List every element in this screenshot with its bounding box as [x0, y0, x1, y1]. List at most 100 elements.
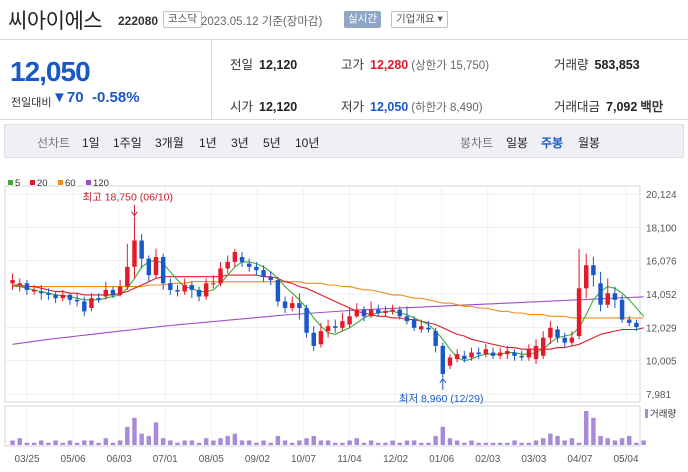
volume-bar: [411, 440, 417, 445]
candle-body: [82, 301, 87, 312]
prev-close-label: 전일: [230, 58, 254, 72]
candle-body: [512, 352, 517, 356]
candle-body: [340, 321, 345, 328]
volume-bar: [74, 442, 80, 445]
volume-legend-label: 거래량: [650, 408, 676, 420]
candle-body: [440, 345, 446, 374]
candle-body: [125, 266, 130, 287]
candle-body: [562, 337, 567, 343]
candle-body: [60, 294, 66, 299]
volume-bar: [146, 435, 152, 445]
candle-body: [261, 270, 266, 277]
tab-3y[interactable]: 3년: [231, 136, 249, 150]
open-price: 시가 12,120: [230, 96, 297, 115]
volume-bar: [512, 440, 517, 445]
volume-bar: [31, 442, 37, 445]
tab-5y[interactable]: 5년: [263, 136, 281, 150]
tab-weekly[interactable]: 주봉: [541, 136, 564, 150]
candle-body: [304, 308, 309, 333]
price-change-pct: -0.58%: [92, 89, 140, 106]
volume-bar: [555, 435, 560, 445]
realtime-button[interactable]: 실시간: [344, 11, 381, 28]
volume-bar: [548, 433, 553, 445]
x-tick-label: 11/04: [337, 454, 362, 465]
candle-body: [333, 326, 338, 328]
candle-body: [31, 289, 37, 292]
chart-period-tabs: 선차트 1일 1주일 3개월 1년 3년 5년 10년 봉차트 일봉 주봉 월봉: [4, 124, 684, 158]
candle-body: [297, 303, 302, 309]
candle-body: [290, 303, 295, 309]
volume-bar: [254, 442, 259, 445]
candle-body: [139, 240, 144, 259]
open-price-value: 12,120: [259, 100, 298, 114]
volume-bar: [39, 440, 44, 445]
x-tick-label: 05/04: [613, 454, 638, 465]
candle-body: [53, 294, 58, 299]
volume-bar: [175, 442, 180, 445]
x-tick-label: 05/06: [61, 454, 86, 465]
volume-bar: [282, 440, 288, 445]
tab-1d[interactable]: 1일: [82, 136, 100, 150]
volume-bar: [469, 440, 474, 445]
volume-bar: [125, 426, 130, 445]
tab-1w[interactable]: 1주일: [113, 136, 142, 150]
candle-body: [196, 289, 202, 297]
volume-bar: [433, 435, 438, 445]
tab-3m[interactable]: 3개월: [155, 136, 184, 150]
candle-body: [211, 283, 216, 285]
candle-body: [282, 301, 288, 309]
volume-bar: [368, 440, 374, 445]
volume-bar: [627, 435, 632, 445]
candle-body: [203, 283, 209, 297]
candle-body: [268, 276, 273, 281]
candle-body: [246, 263, 252, 267]
y-tick-label: 10,005: [646, 357, 677, 368]
volume-bar: [612, 440, 618, 445]
y-tick-label: 16,076: [646, 257, 677, 268]
candle-body: [390, 309, 395, 312]
candle-body: [232, 252, 238, 262]
y-tick-label: 14,052: [646, 290, 677, 301]
tab-1y[interactable]: 1년: [199, 136, 217, 150]
candle-body: [311, 332, 316, 346]
volume-bar: [218, 438, 223, 445]
volume-bar: [605, 438, 610, 445]
candle-body: [576, 288, 582, 337]
tab-monthly[interactable]: 월봉: [578, 136, 601, 150]
volume-bar: [454, 440, 460, 445]
volume-plot-frame: [4, 405, 641, 447]
volume-bar: [96, 442, 101, 445]
volume-bar: [189, 440, 195, 445]
candle-body: [411, 319, 417, 328]
volume-legend-swatch: [645, 409, 648, 418]
candle-body: [318, 331, 324, 345]
candle-body: [67, 294, 73, 300]
volume-bar: [89, 440, 94, 445]
volume-bar: [562, 440, 567, 445]
volume-bar: [290, 442, 295, 445]
change-label: 전일대비: [11, 97, 52, 109]
tab-10y[interactable]: 10년: [295, 136, 320, 150]
current-price: 12,050: [10, 56, 91, 87]
x-tick-label: 01/06: [429, 454, 454, 465]
candle-body: [533, 345, 539, 360]
candle-body: [627, 319, 632, 323]
candle-body: [497, 352, 503, 356]
x-tick-label: 10/07: [291, 454, 316, 465]
volume-bar: [46, 442, 51, 445]
company-overview-dropdown[interactable]: 기업개요 ▾: [391, 11, 448, 28]
x-tick-label: 06/03: [107, 454, 132, 465]
volume-bar: [576, 442, 582, 445]
candle-body: [74, 299, 80, 302]
volume-bar: [60, 442, 66, 445]
stock-header: 씨아이에스 222080 코스닥 2023.05.12 기준(장마감) 실시간 …: [0, 0, 688, 40]
candle-body: [469, 352, 474, 358]
ma-legend-swatch: [30, 180, 35, 185]
candle-body: [89, 298, 94, 309]
candle-body: [46, 293, 51, 295]
tab-daily[interactable]: 일봉: [506, 136, 529, 150]
x-tick-label: 07/01: [153, 454, 178, 465]
volume-bar: [232, 433, 238, 445]
prev-close-value: 12,120: [259, 58, 298, 72]
